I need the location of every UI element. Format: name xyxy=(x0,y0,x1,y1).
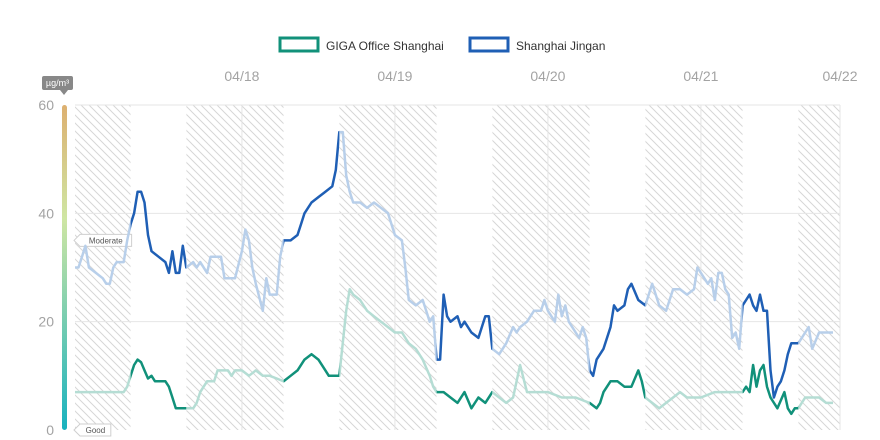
closed-period-region xyxy=(798,105,840,430)
y-axis: 0 20 40 60 xyxy=(38,97,54,438)
x-tick-label: 04/21 xyxy=(683,68,718,84)
closed-period-region xyxy=(339,105,437,430)
closed-period-region xyxy=(492,105,590,430)
x-tick-label: 04/19 xyxy=(377,68,412,84)
x-tick-label: 04/22 xyxy=(822,68,857,84)
open-period-region xyxy=(436,95,493,440)
legend-item-1[interactable]: Shanghai Jingan xyxy=(468,36,605,53)
unit-badge-pointer xyxy=(60,90,68,95)
closed-period-region xyxy=(75,105,131,430)
open-period-region xyxy=(130,95,187,440)
y-tick-label: 40 xyxy=(38,205,54,221)
open-period-region xyxy=(283,95,340,440)
open-period-region xyxy=(589,95,646,440)
aqi-marker-tag xyxy=(73,423,112,437)
aqi-marker-label: Good xyxy=(86,426,106,435)
aqi-marker-label: Moderate xyxy=(89,236,123,245)
legend-swatch xyxy=(278,36,320,53)
unit-label: µg/m³ xyxy=(46,78,69,88)
aqi-scale-bar xyxy=(62,105,67,430)
x-axis: 04/18 04/19 04/20 04/21 04/22 xyxy=(224,68,857,84)
closed-period-region xyxy=(645,105,743,430)
aqi-level-markers: Good Moderate xyxy=(73,233,133,437)
y-tick-label: 0 xyxy=(46,422,54,438)
unit-badge-box xyxy=(42,76,73,90)
legend: GIGA Office Shanghai Shanghai Jingan xyxy=(278,36,605,53)
aqi-marker-good: Good xyxy=(73,423,112,437)
aqi-marker-moderate: Moderate xyxy=(73,233,133,247)
series-1 xyxy=(75,130,833,399)
grid xyxy=(75,104,841,430)
legend-label: GIGA Office Shanghai xyxy=(326,39,444,53)
y-tick-label: 20 xyxy=(38,314,54,330)
legend-item-0[interactable]: GIGA Office Shanghai xyxy=(278,36,444,53)
series-0 xyxy=(75,287,833,416)
x-tick-label: 04/20 xyxy=(530,68,565,84)
legend-swatch xyxy=(468,36,510,53)
closed-hours-shading xyxy=(75,105,840,430)
x-tick-label: 04/18 xyxy=(224,68,259,84)
aqi-marker-tag xyxy=(73,233,133,247)
unit-badge: µg/m³ xyxy=(42,76,73,95)
closed-period-region xyxy=(186,105,284,430)
y-tick-label: 60 xyxy=(38,97,54,113)
legend-label: Shanghai Jingan xyxy=(516,39,605,53)
